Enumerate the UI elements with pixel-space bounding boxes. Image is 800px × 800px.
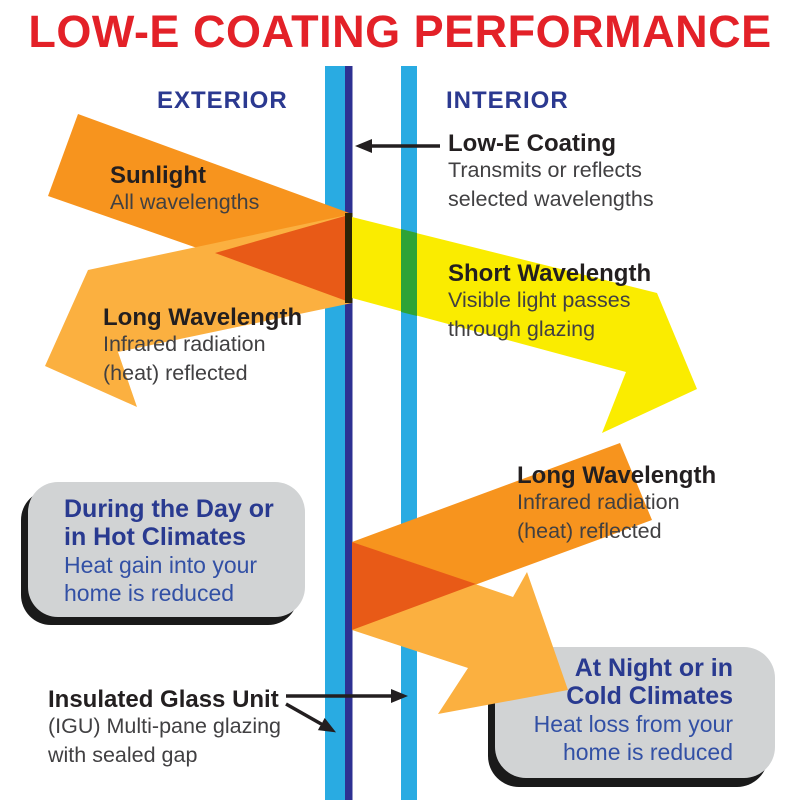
igu-pointer-arrow-diagonal [285, 702, 337, 733]
visible-light-through-pane-overlap [401, 229, 417, 316]
visible-light-arrow [352, 217, 697, 433]
sunlight-description: All wavelengths [110, 190, 260, 214]
interior-glass-pane [401, 66, 417, 800]
night-callout-heading: At Night or in Cold Climates [566, 654, 733, 710]
day-callout-heading: During the Day or in Hot Climates [64, 495, 274, 551]
lowe-coating-heading: Low-E Coating [448, 130, 616, 157]
igu-description: (IGU) Multi-pane glazing with sealed gap [48, 714, 282, 767]
long-wavelength-exterior-description: Infrared radiation (heat) reflected [103, 332, 266, 385]
day-callout-box [28, 482, 305, 617]
long-wavelength-exterior-heading: Long Wavelength [103, 304, 303, 331]
igu-heading: Insulated Glass Unit [48, 686, 279, 713]
short-wavelength-heading: Short Wavelength [448, 260, 652, 287]
night-callout-body: Heat loss from your home is reduced [533, 711, 733, 765]
day-callout-text: During the Day or in Hot Climates Heat g… [64, 495, 274, 607]
long-wavelength-interior-description: Infrared radiation (heat) reflected [517, 490, 680, 543]
sunlight-reflection-overlap-exterior [215, 214, 352, 303]
lowe-coating-description: Transmits or reflects selected wavelengt… [448, 158, 654, 211]
night-callout-text: At Night or in Cold Climates Heat loss f… [534, 654, 733, 766]
sunlight-heading: Sunlight [110, 162, 206, 189]
page-title: LOW-E COATING PERFORMANCE [28, 6, 772, 57]
exterior-glass-pane [325, 66, 345, 800]
day-callout-body: Heat gain into your home is reduced [64, 552, 258, 606]
interior-label: INTERIOR [446, 87, 569, 114]
long-wavelength-interior-heading: Long Wavelength [517, 462, 717, 489]
exterior-label: EXTERIOR [157, 87, 288, 114]
low-e-coating-layer [345, 66, 353, 800]
short-wavelength-description: Visible light passes through glazing [448, 288, 631, 341]
night-callout-box [495, 647, 775, 778]
coating-absorption-segment [345, 213, 353, 303]
heat-reflection-overlap-interior [352, 542, 476, 630]
